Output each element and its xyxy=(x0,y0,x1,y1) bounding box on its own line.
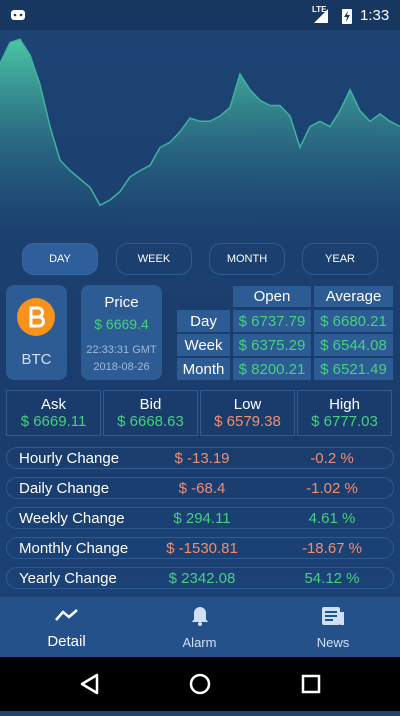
nav-detail[interactable]: Detail xyxy=(0,597,133,657)
price-time: 22:33:31 GMT xyxy=(86,344,157,356)
quote-bid: Bid $ 6668.63 xyxy=(103,390,198,436)
change-label: Hourly Change xyxy=(19,450,120,467)
detail-icon xyxy=(55,609,78,621)
change-value: $ 294.11 xyxy=(173,510,231,527)
price-line xyxy=(0,38,400,207)
price-label: Price xyxy=(104,294,139,311)
price-card: Price $ 6669.4 22:33:31 GMT 2018-08-26 xyxy=(81,285,162,380)
quote-label: Low xyxy=(233,396,262,413)
quote-ask: Ask $ 6669.11 xyxy=(6,390,101,436)
table-row-label: Week xyxy=(177,334,230,356)
change-row: Yearly Change $ 2342.08 54.12 % xyxy=(6,567,394,589)
change-percent: -18.67 % xyxy=(301,540,363,557)
quote-label: Ask xyxy=(40,396,66,413)
system-nav xyxy=(0,657,400,711)
quote-low: Low $ 6579.38 xyxy=(200,390,295,436)
quote-value: $ 6777.03 xyxy=(311,413,378,430)
tab-day[interactable]: DAY xyxy=(22,243,98,275)
change-label: Yearly Change xyxy=(19,570,117,587)
change-value: $ -13.19 xyxy=(174,450,230,467)
nav-label: News xyxy=(316,635,350,650)
network: LTE xyxy=(312,5,327,14)
price-area xyxy=(0,39,400,242)
bottom-nav: Detail Alarm News xyxy=(0,597,400,657)
change-row: Hourly Change $ -13.19 -0.2 % xyxy=(6,447,394,469)
table-value: $ 8200.21 xyxy=(233,358,311,380)
change-value: $ -68.4 xyxy=(178,480,226,497)
quote-label: Bid xyxy=(139,396,162,413)
table-header: Average xyxy=(314,286,393,307)
change-value: $ -1530.81 xyxy=(166,540,238,557)
table-value: $ 6680.21 xyxy=(314,310,393,332)
price-date: 2018-08-26 xyxy=(93,361,150,373)
change-label: Daily Change xyxy=(19,480,110,497)
quote-value: $ 6668.63 xyxy=(117,413,184,430)
nav-news[interactable]: News xyxy=(266,597,400,657)
status-icons xyxy=(314,9,352,24)
table-row-label: Month xyxy=(177,358,230,380)
bitcoin-icon xyxy=(17,298,55,336)
table-value: $ 6375.29 xyxy=(233,334,311,356)
table-value: $ 6544.08 xyxy=(314,334,393,356)
change-percent: -0.2 % xyxy=(310,450,354,467)
table-row-label: Day xyxy=(177,310,230,332)
change-percent: 4.61 % xyxy=(308,510,356,527)
quote-label: High xyxy=(329,396,360,413)
quote-high: High $ 6777.03 xyxy=(297,390,392,436)
nav-alarm[interactable]: Alarm xyxy=(133,597,266,657)
change-percent: -1.02 % xyxy=(306,480,358,497)
system-buttons xyxy=(80,673,321,695)
tab-year[interactable]: YEAR xyxy=(302,243,378,275)
status-bar: LTE 1:33 xyxy=(0,0,400,30)
table-value: $ 6737.79 xyxy=(233,310,311,332)
tab-week[interactable]: WEEK xyxy=(116,243,192,275)
tab-month[interactable]: MONTH xyxy=(209,243,285,275)
clock: 1:33 xyxy=(360,7,390,24)
quote-value: $ 6579.38 xyxy=(214,413,281,430)
change-label: Monthly Change xyxy=(19,540,129,557)
nav-label: Alarm xyxy=(182,635,217,650)
app-icon xyxy=(11,10,25,20)
change-percent: 54.12 % xyxy=(304,570,360,587)
alarm-icon xyxy=(192,607,208,626)
price-chart xyxy=(0,38,400,242)
table-value: $ 6521.49 xyxy=(314,358,393,380)
coin-card: BTC xyxy=(6,285,67,380)
price-value: $ 6669.4 xyxy=(94,316,149,332)
change-row: Daily Change $ -68.4 -1.02 % xyxy=(6,477,394,499)
change-row: Monthly Change $ -1530.81 -18.67 % xyxy=(6,537,394,559)
nav-label: Detail xyxy=(47,633,86,650)
change-label: Weekly Change xyxy=(19,510,125,527)
change-row: Weekly Change $ 294.11 4.61 % xyxy=(6,507,394,529)
quote-value: $ 6669.11 xyxy=(20,413,87,430)
change-value: $ 2342.08 xyxy=(168,570,236,587)
table-header: Open xyxy=(233,286,311,307)
news-icon xyxy=(322,607,344,625)
coin-symbol: BTC xyxy=(21,351,52,368)
